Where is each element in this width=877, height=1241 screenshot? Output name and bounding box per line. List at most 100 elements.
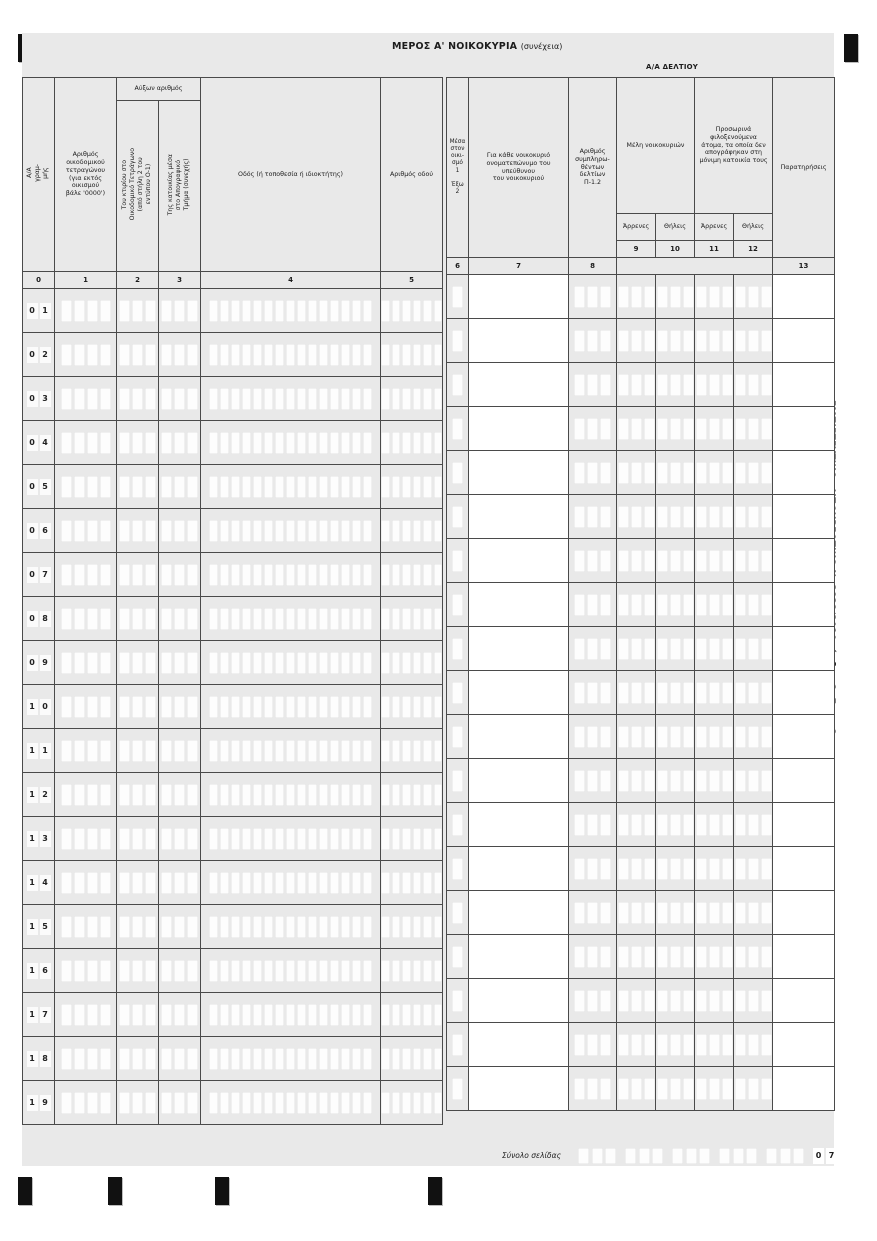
input-box[interactable]: [423, 695, 432, 718]
input-box[interactable]: [402, 563, 411, 586]
cell-street-number[interactable]: [380, 904, 444, 949]
cell-members-female[interactable]: [655, 978, 695, 1023]
input-box[interactable]: [734, 681, 746, 704]
cell-block-number[interactable]: [54, 992, 117, 1037]
input-box[interactable]: [60, 475, 72, 498]
cell-household-head-name[interactable]: [468, 274, 569, 319]
cell-members-male[interactable]: [616, 758, 656, 803]
cell-forms-count[interactable]: [568, 494, 617, 539]
input-boxes[interactable]: [656, 461, 694, 484]
input-box[interactable]: [60, 519, 72, 542]
input-box[interactable]: [433, 783, 443, 806]
input-boxes[interactable]: [569, 461, 616, 484]
input-box[interactable]: [362, 651, 373, 674]
input-box[interactable]: [174, 959, 185, 982]
input-box[interactable]: [60, 387, 72, 410]
input-box[interactable]: [669, 637, 681, 660]
input-box[interactable]: [285, 387, 296, 410]
input-box[interactable]: [145, 475, 156, 498]
input-box[interactable]: [721, 945, 733, 968]
input-box[interactable]: [412, 299, 422, 322]
input-box[interactable]: [86, 475, 98, 498]
input-box[interactable]: [230, 783, 241, 806]
input-boxes[interactable]: [656, 813, 694, 836]
input-box[interactable]: [433, 1003, 443, 1026]
input-boxes[interactable]: [695, 989, 733, 1012]
input-boxes[interactable]: [656, 725, 694, 748]
input-box[interactable]: [574, 373, 585, 396]
input-box[interactable]: [587, 461, 598, 484]
input-box[interactable]: [695, 461, 707, 484]
input-box[interactable]: [433, 475, 443, 498]
cell-guests-male[interactable]: [694, 450, 734, 495]
input-box[interactable]: [669, 1077, 681, 1100]
input-boxes[interactable]: [656, 901, 694, 924]
input-box[interactable]: [587, 725, 598, 748]
input-boxes[interactable]: [569, 813, 616, 836]
input-box[interactable]: [73, 431, 85, 454]
input-box[interactable]: [219, 343, 230, 366]
input-box[interactable]: [587, 681, 598, 704]
input-box[interactable]: [433, 651, 443, 674]
input-box[interactable]: [587, 857, 598, 880]
input-boxes[interactable]: [159, 739, 200, 762]
input-box[interactable]: [381, 783, 390, 806]
input-box[interactable]: [412, 739, 422, 762]
input-box[interactable]: [630, 285, 642, 308]
input-box[interactable]: [721, 549, 733, 572]
totals-box[interactable]: [672, 1148, 683, 1164]
input-box[interactable]: [452, 549, 463, 572]
cell-street-number[interactable]: [380, 1080, 444, 1125]
input-box[interactable]: [174, 651, 185, 674]
input-box[interactable]: [381, 299, 390, 322]
input-box[interactable]: [241, 387, 252, 410]
input-box[interactable]: [708, 1033, 720, 1056]
input-boxes[interactable]: [117, 1091, 158, 1114]
input-box[interactable]: [351, 387, 362, 410]
input-box[interactable]: [630, 505, 642, 528]
cell-street-name[interactable]: [200, 376, 382, 421]
input-box[interactable]: [132, 387, 143, 410]
input-box[interactable]: [574, 549, 585, 572]
input-boxes[interactable]: [117, 431, 158, 454]
input-box[interactable]: [362, 1091, 373, 1114]
input-box[interactable]: [747, 373, 759, 396]
input-box[interactable]: [132, 1047, 143, 1070]
cell-guests-female[interactable]: [733, 274, 773, 319]
input-box[interactable]: [381, 563, 390, 586]
input-box[interactable]: [307, 607, 318, 630]
input-box[interactable]: [263, 299, 274, 322]
cell-members-female[interactable]: [655, 1022, 695, 1067]
input-boxes[interactable]: [447, 329, 468, 352]
input-box[interactable]: [329, 343, 340, 366]
input-box[interactable]: [230, 1047, 241, 1070]
input-boxes[interactable]: [695, 901, 733, 924]
input-box[interactable]: [669, 1033, 681, 1056]
input-boxes[interactable]: [201, 563, 380, 586]
input-box[interactable]: [285, 651, 296, 674]
input-box[interactable]: [252, 343, 263, 366]
cell-household-head-name[interactable]: [468, 406, 569, 451]
input-box[interactable]: [86, 915, 98, 938]
input-box[interactable]: [391, 695, 401, 718]
cell-forms-count[interactable]: [568, 802, 617, 847]
input-box[interactable]: [86, 827, 98, 850]
input-box[interactable]: [682, 901, 694, 924]
input-box[interactable]: [747, 1077, 759, 1100]
cell-members-male[interactable]: [616, 714, 656, 759]
input-box[interactable]: [452, 637, 463, 660]
input-boxes[interactable]: [201, 343, 380, 366]
input-boxes[interactable]: [695, 505, 733, 528]
input-box[interactable]: [402, 783, 411, 806]
input-box[interactable]: [617, 417, 629, 440]
input-box[interactable]: [86, 695, 98, 718]
input-box[interactable]: [682, 945, 694, 968]
cell-dwelling-number[interactable]: [157, 596, 202, 641]
input-box[interactable]: [219, 783, 230, 806]
input-box[interactable]: [433, 871, 443, 894]
input-boxes[interactable]: [201, 695, 380, 718]
input-box[interactable]: [296, 695, 307, 718]
input-box[interactable]: [721, 681, 733, 704]
input-box[interactable]: [381, 1003, 390, 1026]
